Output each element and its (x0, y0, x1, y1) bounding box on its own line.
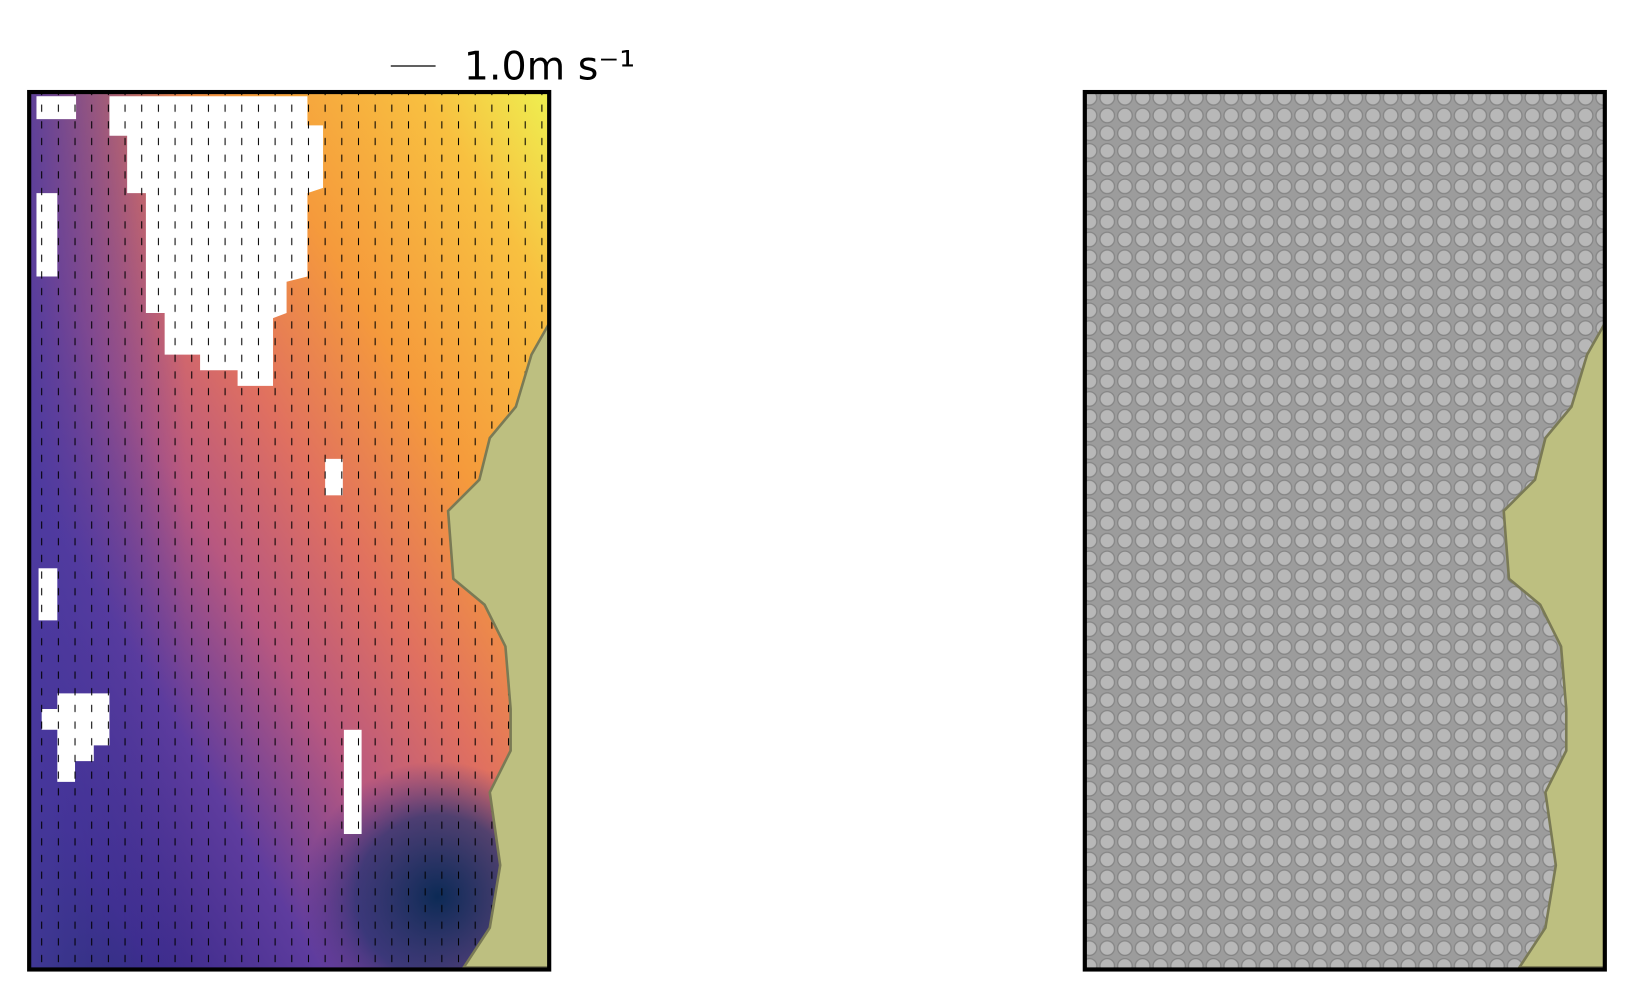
quiver-key: 1.0m s⁻¹ (390, 44, 635, 90)
coastline (1502, 318, 1607, 969)
velocity-panel (27, 89, 552, 972)
coastline (446, 318, 551, 969)
panel-frame (27, 89, 552, 972)
ellipse-panel (1082, 89, 1607, 972)
panel-frame (1082, 89, 1607, 972)
quiver-key-label: 1.0m s⁻¹ (464, 44, 635, 90)
